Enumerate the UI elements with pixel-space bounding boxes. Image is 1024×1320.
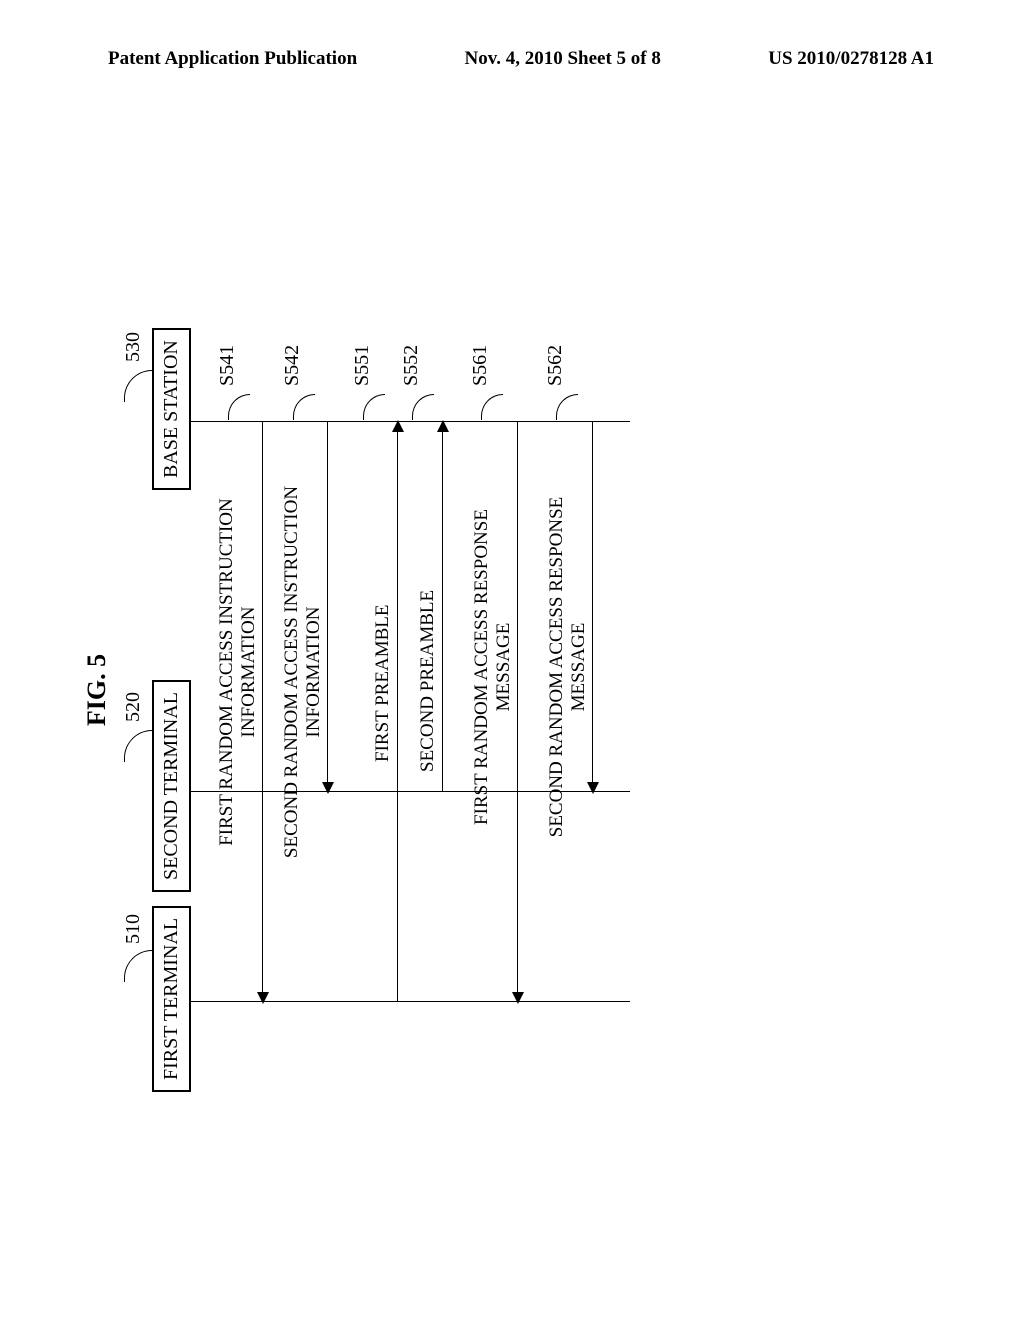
lane-second-terminal: SECOND TERMINAL [152,680,191,892]
msg-s551 [397,422,398,1002]
step-lead [363,394,385,420]
msg-s552-label: SECOND PREAMBLE [417,590,439,772]
step-s551: S551 [351,345,374,386]
header-right: US 2010/0278128 A1 [768,48,934,70]
step-lead [556,394,578,420]
msg-s542-label: SECOND RANDOM ACCESS INSTRUCTION INFORMA… [281,452,325,892]
header-left: Patent Application Publication [108,48,357,70]
msg-line: SECOND RANDOM ACCESS INSTRUCTION [281,452,303,892]
figure-5: FIG. 5 FIRST TERMINAL 510 SECOND TERMINA… [0,258,1024,1122]
msg-s552 [442,422,443,792]
step-s541: S541 [216,345,239,386]
msg-s561 [517,422,518,1002]
figure-title: FIG. 5 [82,654,112,726]
step-lead [228,394,250,420]
msg-line: FIRST RANDOM ACCESS INSTRUCTION [216,462,238,882]
lifeline-first-terminal [190,1001,630,1002]
lane-first-terminal: FIRST TERMINAL [152,906,191,1092]
msg-s561-label: FIRST RANDOM ACCESS RESPONSE MESSAGE [471,472,515,862]
step-lead [412,394,434,420]
step-lead [481,394,503,420]
msg-line: MESSAGE [493,472,515,862]
lead-line [124,950,152,982]
msg-line: SECOND RANDOM ACCESS RESPONSE [546,462,568,872]
lane-base-station: BASE STATION [152,328,191,490]
lifeline-base-station [190,421,630,422]
lead-line [124,730,152,762]
lane-base-station-num: 530 [122,332,145,362]
lane-second-terminal-num: 520 [122,692,145,722]
page-header: Patent Application Publication Nov. 4, 2… [0,48,1024,70]
msg-s541-label: FIRST RANDOM ACCESS INSTRUCTION INFORMAT… [216,462,260,882]
msg-s562-label: SECOND RANDOM ACCESS RESPONSE MESSAGE [546,462,590,872]
msg-line: FIRST RANDOM ACCESS RESPONSE [471,472,493,862]
step-lead [293,394,315,420]
step-s552: S552 [400,345,423,386]
header-center: Nov. 4, 2010 Sheet 5 of 8 [465,48,661,70]
lane-first-terminal-num: 510 [122,914,145,944]
step-s542: S542 [281,345,304,386]
msg-s562 [592,422,593,792]
msg-s542 [327,422,328,792]
msg-line: INFORMATION [238,462,260,882]
sequence-diagram: FIRST TERMINAL 510 SECOND TERMINAL 520 B… [132,292,632,1062]
msg-line: INFORMATION [303,452,325,892]
msg-line: MESSAGE [568,462,590,872]
lead-line [124,370,152,402]
msg-s551-label: FIRST PREAMBLE [372,605,394,763]
step-s561: S561 [469,345,492,386]
msg-s541 [262,422,263,1002]
step-s562: S562 [544,345,567,386]
